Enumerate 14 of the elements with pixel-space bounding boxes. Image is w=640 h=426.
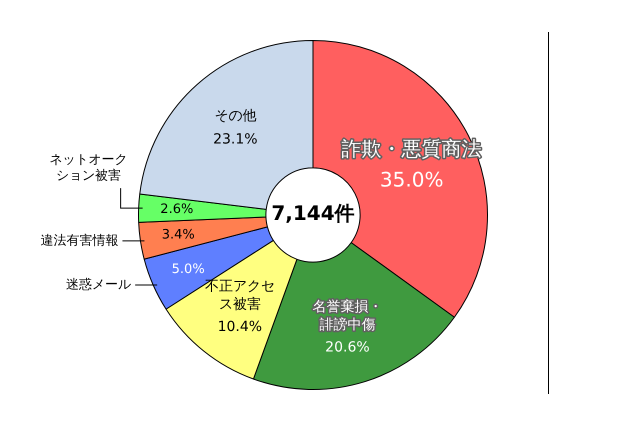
data-label: 5.0% — [172, 262, 205, 278]
slice-label: 不正アクセス被害 — [204, 278, 275, 312]
slice-label: その他 — [214, 108, 256, 124]
data-label: 20.6% — [325, 339, 370, 356]
slice-label: 迷惑メール — [66, 277, 132, 292]
data-label: 35.0% — [380, 168, 444, 192]
text: 7,144件 — [271, 201, 355, 226]
data-label: 2.6% — [160, 202, 194, 218]
data-label: 23.1% — [213, 132, 258, 148]
slice-label: 違法有害情報 — [40, 232, 118, 248]
slice-label: 名誉棄損・誹謗中傷 — [312, 298, 382, 333]
slice-label: ネットオークション被害 — [50, 152, 128, 184]
data-label: 3.4% — [162, 228, 195, 243]
data-label: 10.4% — [218, 318, 262, 335]
